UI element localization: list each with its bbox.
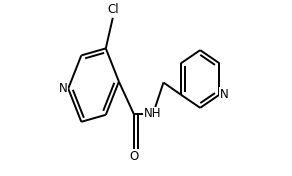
Text: Cl: Cl <box>107 3 119 16</box>
Text: O: O <box>129 150 138 163</box>
Text: N: N <box>220 88 229 101</box>
Text: NH: NH <box>144 108 162 120</box>
Text: N: N <box>59 82 67 95</box>
